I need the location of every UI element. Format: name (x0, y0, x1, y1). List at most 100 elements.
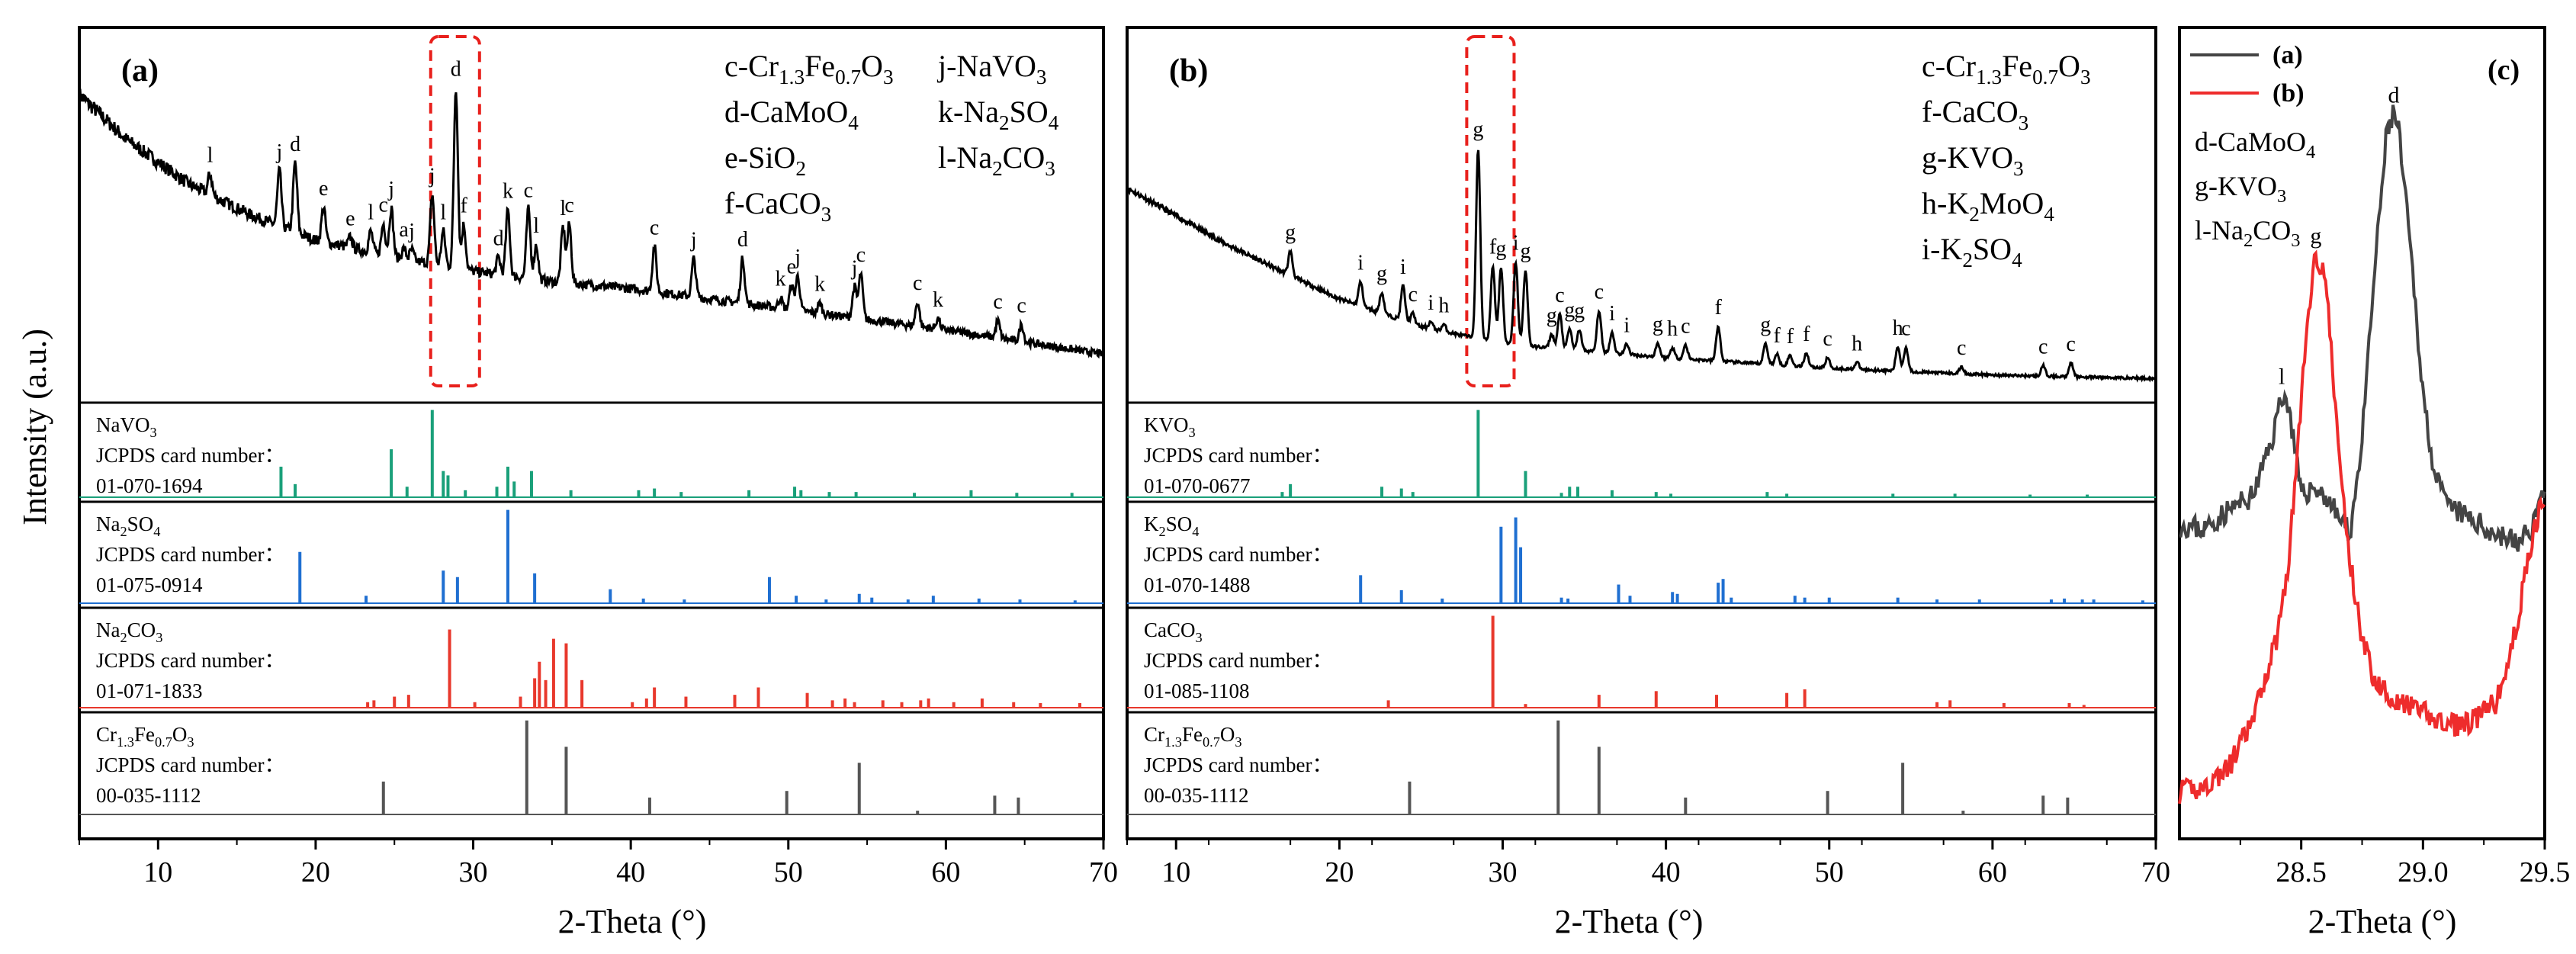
xrd-pattern (1126, 149, 2157, 383)
legend-entry: k-Na2​SO4​ (938, 95, 1059, 134)
peak-label: h (1893, 316, 1903, 340)
legend-entry: g-KVO3​ (1922, 140, 2024, 180)
legend-entry: i-K2​SO4​ (1922, 232, 2022, 271)
x-tick-label: 70 (1089, 856, 1118, 888)
peak-label: h (1667, 317, 1678, 341)
peak-label: c (379, 194, 388, 217)
peak-label: j (276, 140, 283, 164)
x-tick-label: 30 (1488, 856, 1517, 888)
x-tick-label: 50 (1815, 856, 1844, 888)
panel-frame (78, 26, 1105, 840)
legend-entry: e-SiO2​ (724, 140, 806, 180)
peak-label: k (775, 268, 785, 291)
x-tick-label: 40 (1652, 856, 1681, 888)
reference-card-number: 01-075-0914 (96, 573, 203, 596)
peak-label: l (560, 197, 566, 220)
peak-label: c (1017, 294, 1026, 317)
legend-entry: d-CaMoO4​ (2195, 127, 2315, 162)
x-tick-label: 60 (931, 856, 960, 888)
reference-card-number: 01-085-1108 (1144, 679, 1249, 702)
peak-label: d (2388, 83, 2400, 108)
peak-label: k (933, 288, 943, 312)
panel-label: (b) (1169, 53, 1208, 88)
panel-c-xlabel: 2-Theta (°) (2308, 903, 2457, 940)
reference-name: Na2​CO3​ (96, 618, 162, 645)
reference-card-number: 01-070-1488 (1144, 573, 1250, 596)
reference-card-label: JCPDS card number： (96, 753, 284, 776)
peak-label: i (1624, 313, 1630, 337)
peak-label: k (814, 273, 825, 297)
reference-card-number: 01-070-0677 (1144, 474, 1250, 497)
reference-name: NaVO3​ (96, 413, 157, 440)
peak-label: d (737, 228, 748, 252)
peak-label: d (290, 133, 300, 156)
x-tick-label: 29.0 (2398, 856, 2449, 888)
reference-card-label: JCPDS card number： (1144, 543, 1332, 566)
peak-label: e (787, 255, 796, 278)
peak-label: h (1438, 294, 1449, 318)
panel-frame (1126, 26, 2157, 840)
peak-label: f (1489, 235, 1497, 259)
legend-entry: j-NaVO3​ (936, 49, 1046, 88)
panel-a-xlabel: 2-Theta (°) (558, 903, 707, 940)
peak-label: l (533, 214, 539, 238)
reference-card-label: JCPDS card number： (1144, 444, 1332, 467)
peak-label: c (1595, 280, 1604, 304)
x-tick-label: 60 (1978, 856, 2007, 888)
peak-label: f (460, 194, 467, 218)
x-tick-label: 20 (1325, 856, 1354, 888)
x-tick-label: 20 (301, 856, 330, 888)
peak-label: i (1400, 255, 1406, 279)
peak-label: l (368, 201, 374, 225)
legend-entry: f-CaCO3​ (724, 186, 831, 226)
peak-label: a (399, 218, 409, 242)
peak-label: i (1513, 232, 1519, 255)
xrd-pattern (78, 88, 1104, 359)
highlight-box (1465, 35, 1516, 387)
peak-label: g (2310, 223, 2321, 249)
peak-label: h (1852, 332, 1862, 355)
peak-label: g (1376, 262, 1387, 286)
reference-name: Na2​SO4​ (96, 512, 160, 539)
x-tick-label: 30 (459, 856, 488, 888)
peak-label: f (1787, 325, 1794, 349)
peak-label: c (650, 217, 659, 240)
peak-label: l (440, 201, 446, 224)
x-tick-label: 10 (1161, 856, 1190, 888)
peak-label: c (1681, 315, 1690, 339)
peak-label: e (345, 207, 355, 230)
reference-card-label: JCPDS card number： (96, 649, 284, 672)
legend-entry: g-KVO3​ (2195, 171, 2286, 207)
x-tick-label: 50 (774, 856, 803, 888)
reference-name: Cr1.3​Fe0.7​O3​ (96, 723, 194, 750)
reference-name: KVO3​ (1144, 413, 1196, 440)
peak-label: j (387, 178, 394, 201)
legend-entry: l-Na2​CO3​ (2195, 215, 2300, 251)
series-line (2178, 249, 2546, 805)
x-tick-label: 40 (616, 856, 645, 888)
legend-entry: d-CaMoO4​ (724, 95, 859, 134)
x-tick-label: 70 (2141, 856, 2170, 888)
panel-b-xlabel: 2-Theta (°) (1555, 903, 1704, 940)
legend-entry: h-K2​MoO4​ (1922, 186, 2054, 226)
highlight-box (429, 35, 481, 387)
peak-label: i (1428, 291, 1434, 315)
panel-label: (a) (121, 53, 159, 88)
peak-label: c (1408, 283, 1418, 307)
peak-label: c (1823, 327, 1832, 351)
reference-card-label: JCPDS card number： (1144, 649, 1332, 672)
x-tick-label: 29.5 (2520, 856, 2571, 888)
peak-label: j (690, 228, 697, 252)
peak-label: g (1547, 304, 1557, 327)
reference-card-label: JCPDS card number： (1144, 753, 1332, 776)
legend-entry: f-CaCO3​ (1922, 95, 2028, 134)
peak-label: e (319, 177, 328, 201)
reference-card-number: 01-070-1694 (96, 474, 203, 497)
peak-label: d (493, 226, 504, 250)
peak-label: l (2279, 365, 2285, 390)
reference-name: CaCO3​ (1144, 618, 1203, 645)
reference-card-number: 00-035-1112 (96, 784, 201, 807)
peak-label: j (794, 246, 801, 269)
